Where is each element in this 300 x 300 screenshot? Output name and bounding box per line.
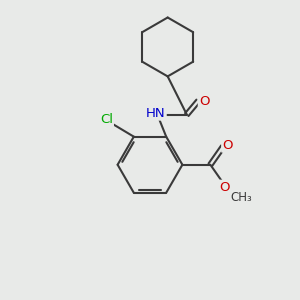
Text: HN: HN bbox=[146, 106, 166, 120]
Text: CH₃: CH₃ bbox=[230, 191, 252, 204]
Text: O: O bbox=[222, 139, 233, 152]
Text: Cl: Cl bbox=[100, 113, 113, 126]
Text: O: O bbox=[219, 181, 230, 194]
Text: O: O bbox=[199, 94, 209, 108]
